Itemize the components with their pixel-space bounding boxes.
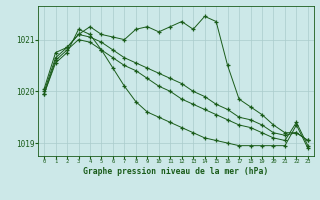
X-axis label: Graphe pression niveau de la mer (hPa): Graphe pression niveau de la mer (hPa)	[84, 167, 268, 176]
